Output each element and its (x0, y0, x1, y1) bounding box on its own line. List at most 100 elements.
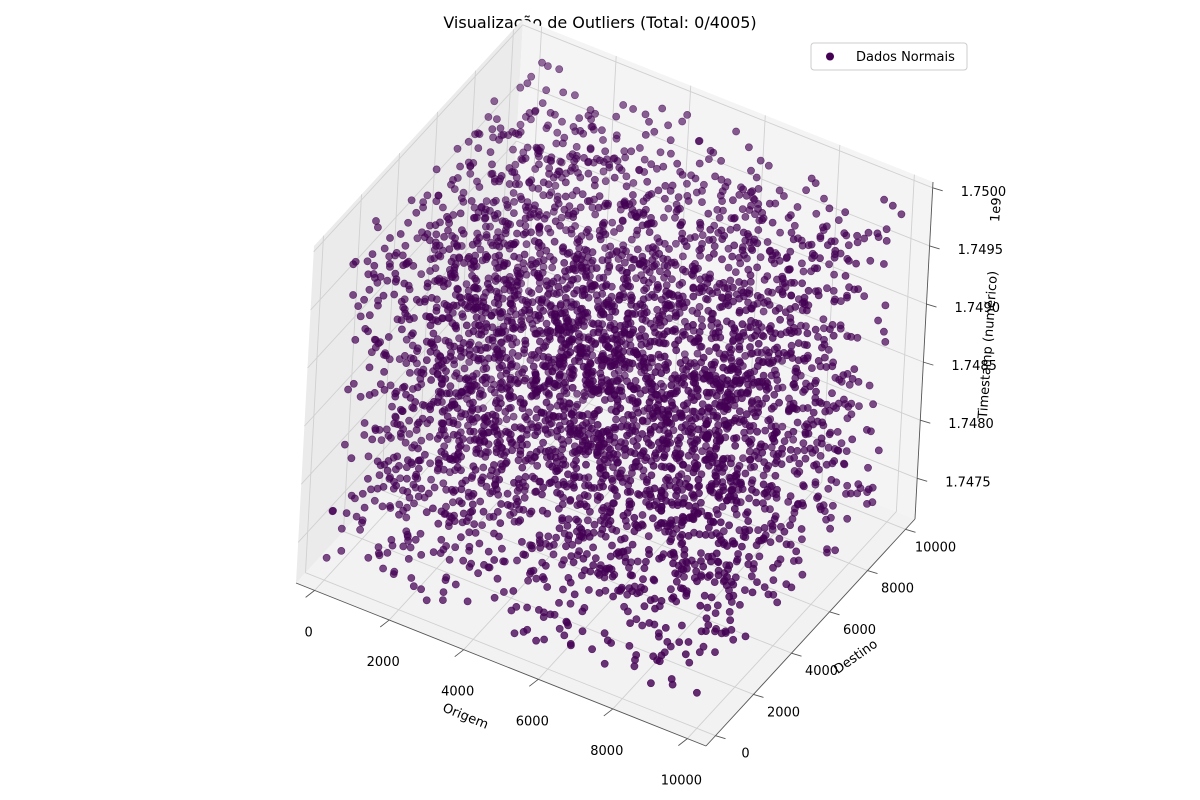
data-point (558, 514, 567, 523)
data-point (513, 379, 522, 388)
data-point (880, 195, 888, 204)
data-point (535, 152, 543, 161)
data-point (404, 218, 412, 227)
data-point (453, 144, 462, 153)
data-point (493, 274, 502, 283)
data-point (539, 306, 548, 315)
data-point (538, 99, 547, 107)
legend-marker (826, 52, 834, 61)
data-point (371, 343, 380, 352)
data-point (576, 203, 585, 212)
data-point (526, 569, 534, 578)
data-point (868, 498, 877, 507)
data-point (488, 323, 497, 332)
data-point (763, 238, 772, 246)
data-point (356, 312, 365, 321)
data-point (466, 162, 475, 171)
data-point (829, 331, 838, 340)
data-point (660, 519, 668, 528)
data-point (556, 392, 564, 401)
data-point (734, 550, 742, 558)
data-point (738, 320, 747, 329)
data-point (736, 376, 744, 385)
data-point (544, 532, 553, 541)
data-point (433, 276, 442, 284)
data-point (552, 290, 561, 298)
data-point (782, 254, 791, 262)
data-point (476, 449, 485, 458)
data-point (501, 229, 510, 238)
data-point (580, 392, 589, 400)
data-point (707, 454, 716, 463)
data-point (830, 457, 839, 465)
x-tick-mark (454, 649, 465, 658)
data-point (645, 117, 653, 126)
data-point (600, 218, 608, 227)
data-point (417, 484, 426, 493)
data-point (620, 534, 629, 543)
data-point (625, 642, 634, 650)
data-point (436, 549, 445, 557)
data-point (585, 533, 594, 541)
data-point (546, 156, 555, 165)
data-point (730, 214, 738, 223)
data-point (707, 557, 715, 566)
data-point (798, 259, 806, 268)
data-point (613, 157, 622, 165)
data-point (794, 556, 803, 565)
data-point (678, 539, 687, 547)
data-point (458, 312, 467, 321)
data-point (549, 256, 558, 265)
z-tick-mark (917, 477, 928, 482)
data-point (423, 191, 432, 200)
data-point (793, 446, 802, 455)
data-point (750, 462, 759, 471)
data-point (632, 274, 640, 283)
data-point (434, 459, 443, 467)
data-point (729, 297, 737, 306)
data-point (621, 258, 629, 267)
data-point (664, 121, 672, 130)
data-point (640, 585, 649, 594)
data-point (608, 541, 616, 550)
data-point (746, 343, 754, 351)
data-point (657, 462, 666, 471)
data-point (358, 489, 367, 498)
data-point (586, 567, 595, 576)
data-point (619, 101, 628, 109)
data-point (746, 277, 755, 286)
data-point (538, 296, 546, 304)
data-point (684, 638, 693, 646)
data-point (413, 344, 422, 353)
data-point (627, 235, 636, 244)
grid-line (612, 481, 823, 710)
data-point (816, 451, 825, 460)
data-point (731, 441, 740, 450)
data-point (630, 513, 639, 522)
data-point (540, 575, 548, 584)
data-point (853, 238, 862, 247)
data-point (655, 238, 664, 246)
data-point (360, 431, 369, 439)
data-point (654, 283, 663, 292)
data-point (519, 550, 528, 559)
data-point (380, 367, 388, 376)
data-point (600, 629, 609, 638)
data-point (614, 344, 623, 353)
data-point (693, 349, 702, 358)
data-point (553, 488, 561, 497)
data-point (719, 482, 727, 491)
data-point (697, 315, 706, 324)
tick-label: 1.7500 (961, 185, 1007, 200)
data-point (809, 408, 818, 417)
data-point (510, 423, 519, 432)
data-point (514, 352, 522, 360)
data-point (685, 483, 694, 492)
data-point (406, 543, 415, 552)
data-point (473, 303, 482, 312)
data-point (880, 260, 888, 268)
data-point (549, 277, 558, 286)
data-point (658, 104, 667, 113)
data-point (703, 603, 712, 612)
data-point (453, 241, 461, 250)
